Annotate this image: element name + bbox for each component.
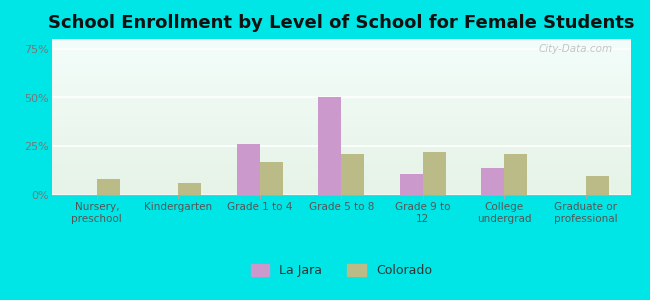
- Bar: [260, 162, 283, 195]
- Bar: [422, 152, 445, 195]
- Bar: [52, 128, 630, 133]
- Bar: [52, 169, 630, 174]
- Bar: [52, 60, 630, 65]
- Bar: [318, 98, 341, 195]
- Bar: [52, 91, 630, 96]
- Bar: [52, 133, 630, 138]
- Bar: [52, 70, 630, 75]
- Bar: [52, 55, 630, 60]
- Bar: [52, 164, 630, 169]
- Bar: [52, 153, 630, 159]
- Bar: [52, 65, 630, 70]
- Bar: [52, 86, 630, 91]
- Bar: [52, 75, 630, 81]
- Bar: [52, 112, 630, 117]
- Title: School Enrollment by Level of School for Female Students: School Enrollment by Level of School for…: [48, 14, 634, 32]
- Bar: [178, 183, 201, 195]
- Bar: [52, 174, 630, 179]
- Bar: [52, 159, 630, 164]
- Text: City-Data.com: City-Data.com: [539, 44, 613, 54]
- Bar: [52, 148, 630, 153]
- Bar: [52, 81, 630, 86]
- Bar: [52, 106, 630, 112]
- Bar: [52, 190, 630, 195]
- Legend: La Jara, Colorado: La Jara, Colorado: [246, 259, 437, 282]
- Bar: [52, 44, 630, 50]
- Bar: [237, 144, 260, 195]
- Bar: [52, 179, 630, 184]
- Bar: [341, 154, 364, 195]
- Bar: [504, 154, 527, 195]
- Bar: [586, 176, 608, 195]
- Bar: [52, 101, 630, 106]
- Bar: [52, 122, 630, 128]
- Bar: [52, 96, 630, 101]
- Bar: [52, 143, 630, 148]
- Bar: [400, 173, 422, 195]
- Bar: [52, 184, 630, 190]
- Bar: [482, 168, 504, 195]
- Bar: [52, 138, 630, 143]
- Bar: [52, 117, 630, 122]
- Bar: [52, 50, 630, 55]
- Bar: [52, 39, 630, 44]
- Bar: [97, 179, 120, 195]
